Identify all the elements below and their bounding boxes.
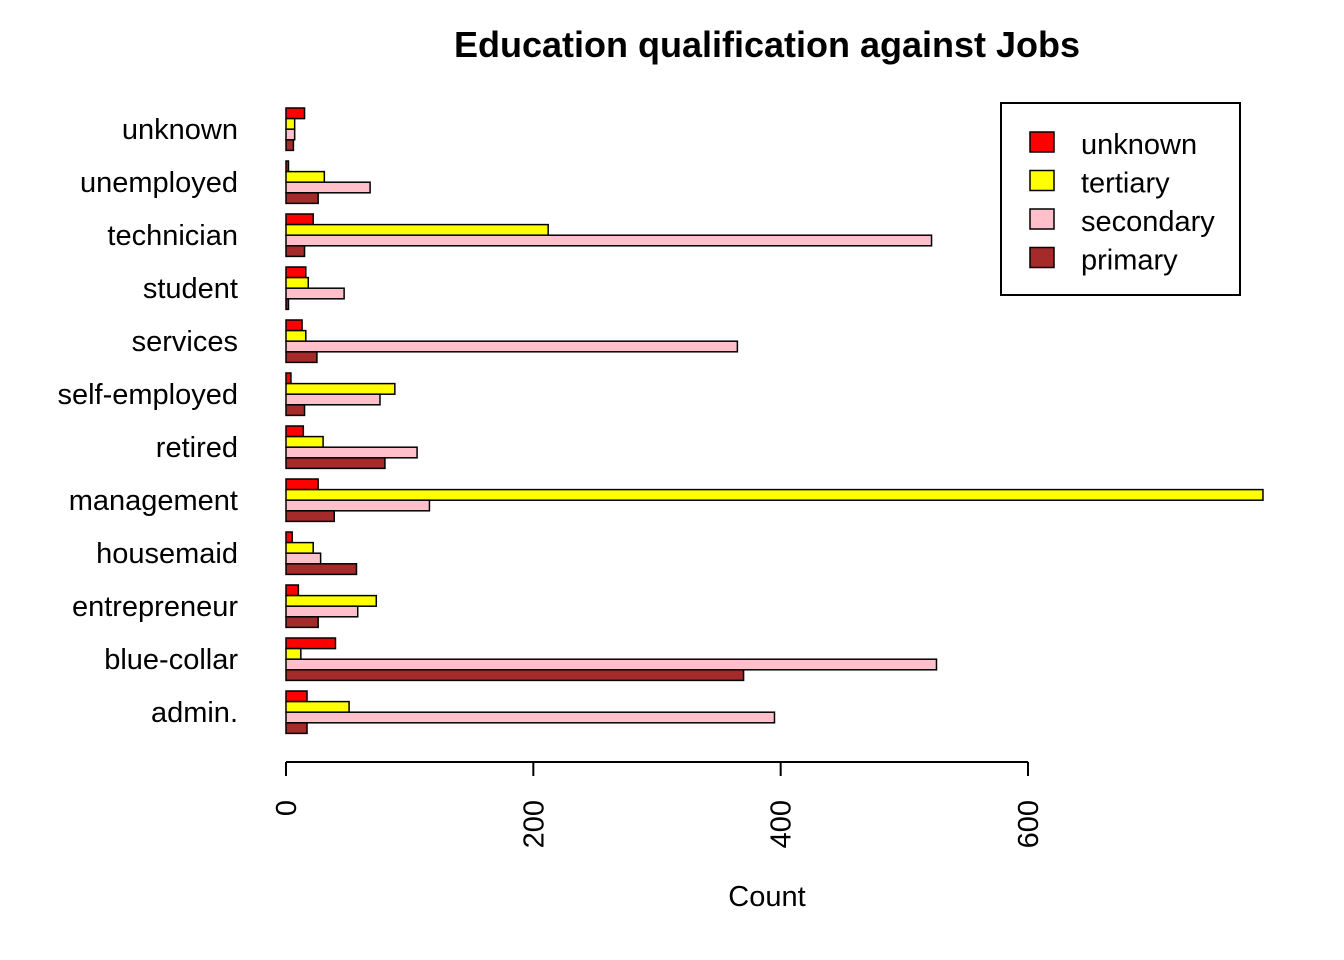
bar-services-tertiary bbox=[285, 329, 307, 342]
category-label: management bbox=[69, 485, 238, 517]
bar-entrepreneur-tertiary bbox=[285, 594, 378, 607]
category-label: housemaid bbox=[96, 538, 238, 570]
bar-technician-secondary bbox=[285, 234, 933, 247]
bar-student-secondary bbox=[285, 287, 345, 300]
bar-blue-collar-tertiary bbox=[285, 647, 302, 660]
x-axis-title: Count bbox=[728, 881, 805, 913]
bar-unemployed-tertiary bbox=[285, 170, 326, 183]
bar-admin-unknown bbox=[285, 690, 308, 703]
legend-label-unknown: unknown bbox=[1081, 129, 1197, 161]
bar-unknown-unknown bbox=[285, 107, 306, 120]
bar-services-secondary bbox=[285, 340, 739, 353]
bar-self-employed-tertiary bbox=[285, 382, 396, 395]
bar-housemaid-secondary bbox=[285, 552, 322, 565]
bar-management-primary bbox=[285, 510, 335, 523]
legend-swatch-secondary bbox=[1029, 208, 1055, 230]
bar-housemaid-tertiary bbox=[285, 541, 314, 554]
bar-technician-unknown bbox=[285, 213, 314, 226]
category-label: admin. bbox=[151, 697, 238, 729]
bar-self-employed-primary bbox=[285, 404, 306, 417]
category-label: unemployed bbox=[80, 167, 238, 199]
x-tick-label: 200 bbox=[518, 800, 550, 848]
category-label: technician bbox=[107, 220, 238, 252]
bar-services-primary bbox=[285, 351, 318, 364]
category-label: services bbox=[132, 326, 238, 358]
bar-services-unknown bbox=[285, 319, 303, 332]
bar-retired-unknown bbox=[285, 425, 305, 438]
legend-label-primary: primary bbox=[1081, 245, 1178, 277]
category-label: self-employed bbox=[57, 379, 238, 411]
bar-unknown-primary bbox=[285, 139, 295, 152]
bar-unemployed-secondary bbox=[285, 181, 371, 194]
legend-swatch-tertiary bbox=[1029, 169, 1055, 192]
bar-blue-collar-unknown bbox=[285, 637, 337, 650]
legend-label-secondary: secondary bbox=[1081, 206, 1215, 238]
legend-label-tertiary: tertiary bbox=[1081, 168, 1170, 200]
bar-housemaid-primary bbox=[285, 563, 358, 576]
category-label: blue-collar bbox=[104, 644, 238, 676]
bars-group bbox=[285, 107, 1264, 735]
bar-self-employed-unknown bbox=[285, 372, 292, 385]
bar-blue-collar-primary bbox=[285, 669, 745, 682]
bar-technician-primary bbox=[285, 245, 306, 258]
bar-unemployed-primary bbox=[285, 192, 319, 205]
category-label: student bbox=[143, 273, 238, 305]
bar-technician-tertiary bbox=[285, 223, 549, 236]
x-tick-label: 600 bbox=[1013, 800, 1045, 848]
bar-admin-secondary bbox=[285, 711, 776, 724]
category-label: entrepreneur bbox=[72, 591, 238, 623]
x-tick-label: 0 bbox=[271, 800, 303, 816]
bar-management-secondary bbox=[285, 499, 431, 512]
bar-entrepreneur-unknown bbox=[285, 584, 300, 597]
legend: unknown tertiary secondary primary bbox=[1000, 102, 1241, 296]
bar-student-primary bbox=[285, 298, 290, 311]
bar-unknown-tertiary bbox=[285, 117, 296, 130]
bar-unknown-secondary bbox=[285, 128, 296, 141]
category-label: unknown bbox=[122, 114, 238, 146]
bar-blue-collar-secondary bbox=[285, 658, 938, 671]
x-tick-label: 400 bbox=[766, 800, 798, 848]
bar-retired-secondary bbox=[285, 446, 418, 459]
bar-retired-tertiary bbox=[285, 435, 324, 448]
bar-management-tertiary bbox=[285, 488, 1264, 501]
bar-student-tertiary bbox=[285, 276, 310, 289]
bar-entrepreneur-secondary bbox=[285, 605, 359, 618]
bar-management-unknown bbox=[285, 478, 319, 491]
bar-unemployed-unknown bbox=[285, 160, 290, 173]
category-label: retired bbox=[156, 432, 238, 464]
bar-self-employed-secondary bbox=[285, 393, 381, 406]
bar-student-unknown bbox=[285, 266, 307, 279]
bar-admin-tertiary bbox=[285, 700, 350, 713]
legend-swatch-unknown bbox=[1029, 131, 1055, 153]
legend-swatch-primary bbox=[1029, 246, 1055, 269]
bar-retired-primary bbox=[285, 457, 386, 470]
bar-admin-primary bbox=[285, 722, 308, 735]
chart-title: Education qualification against Jobs bbox=[454, 24, 1080, 65]
bar-housemaid-unknown bbox=[285, 531, 293, 544]
bar-entrepreneur-primary bbox=[285, 616, 319, 629]
category-labels: unknown unemployed technician student servic… bbox=[57, 114, 238, 729]
x-axis: 0 200 400 600 bbox=[271, 761, 1045, 848]
